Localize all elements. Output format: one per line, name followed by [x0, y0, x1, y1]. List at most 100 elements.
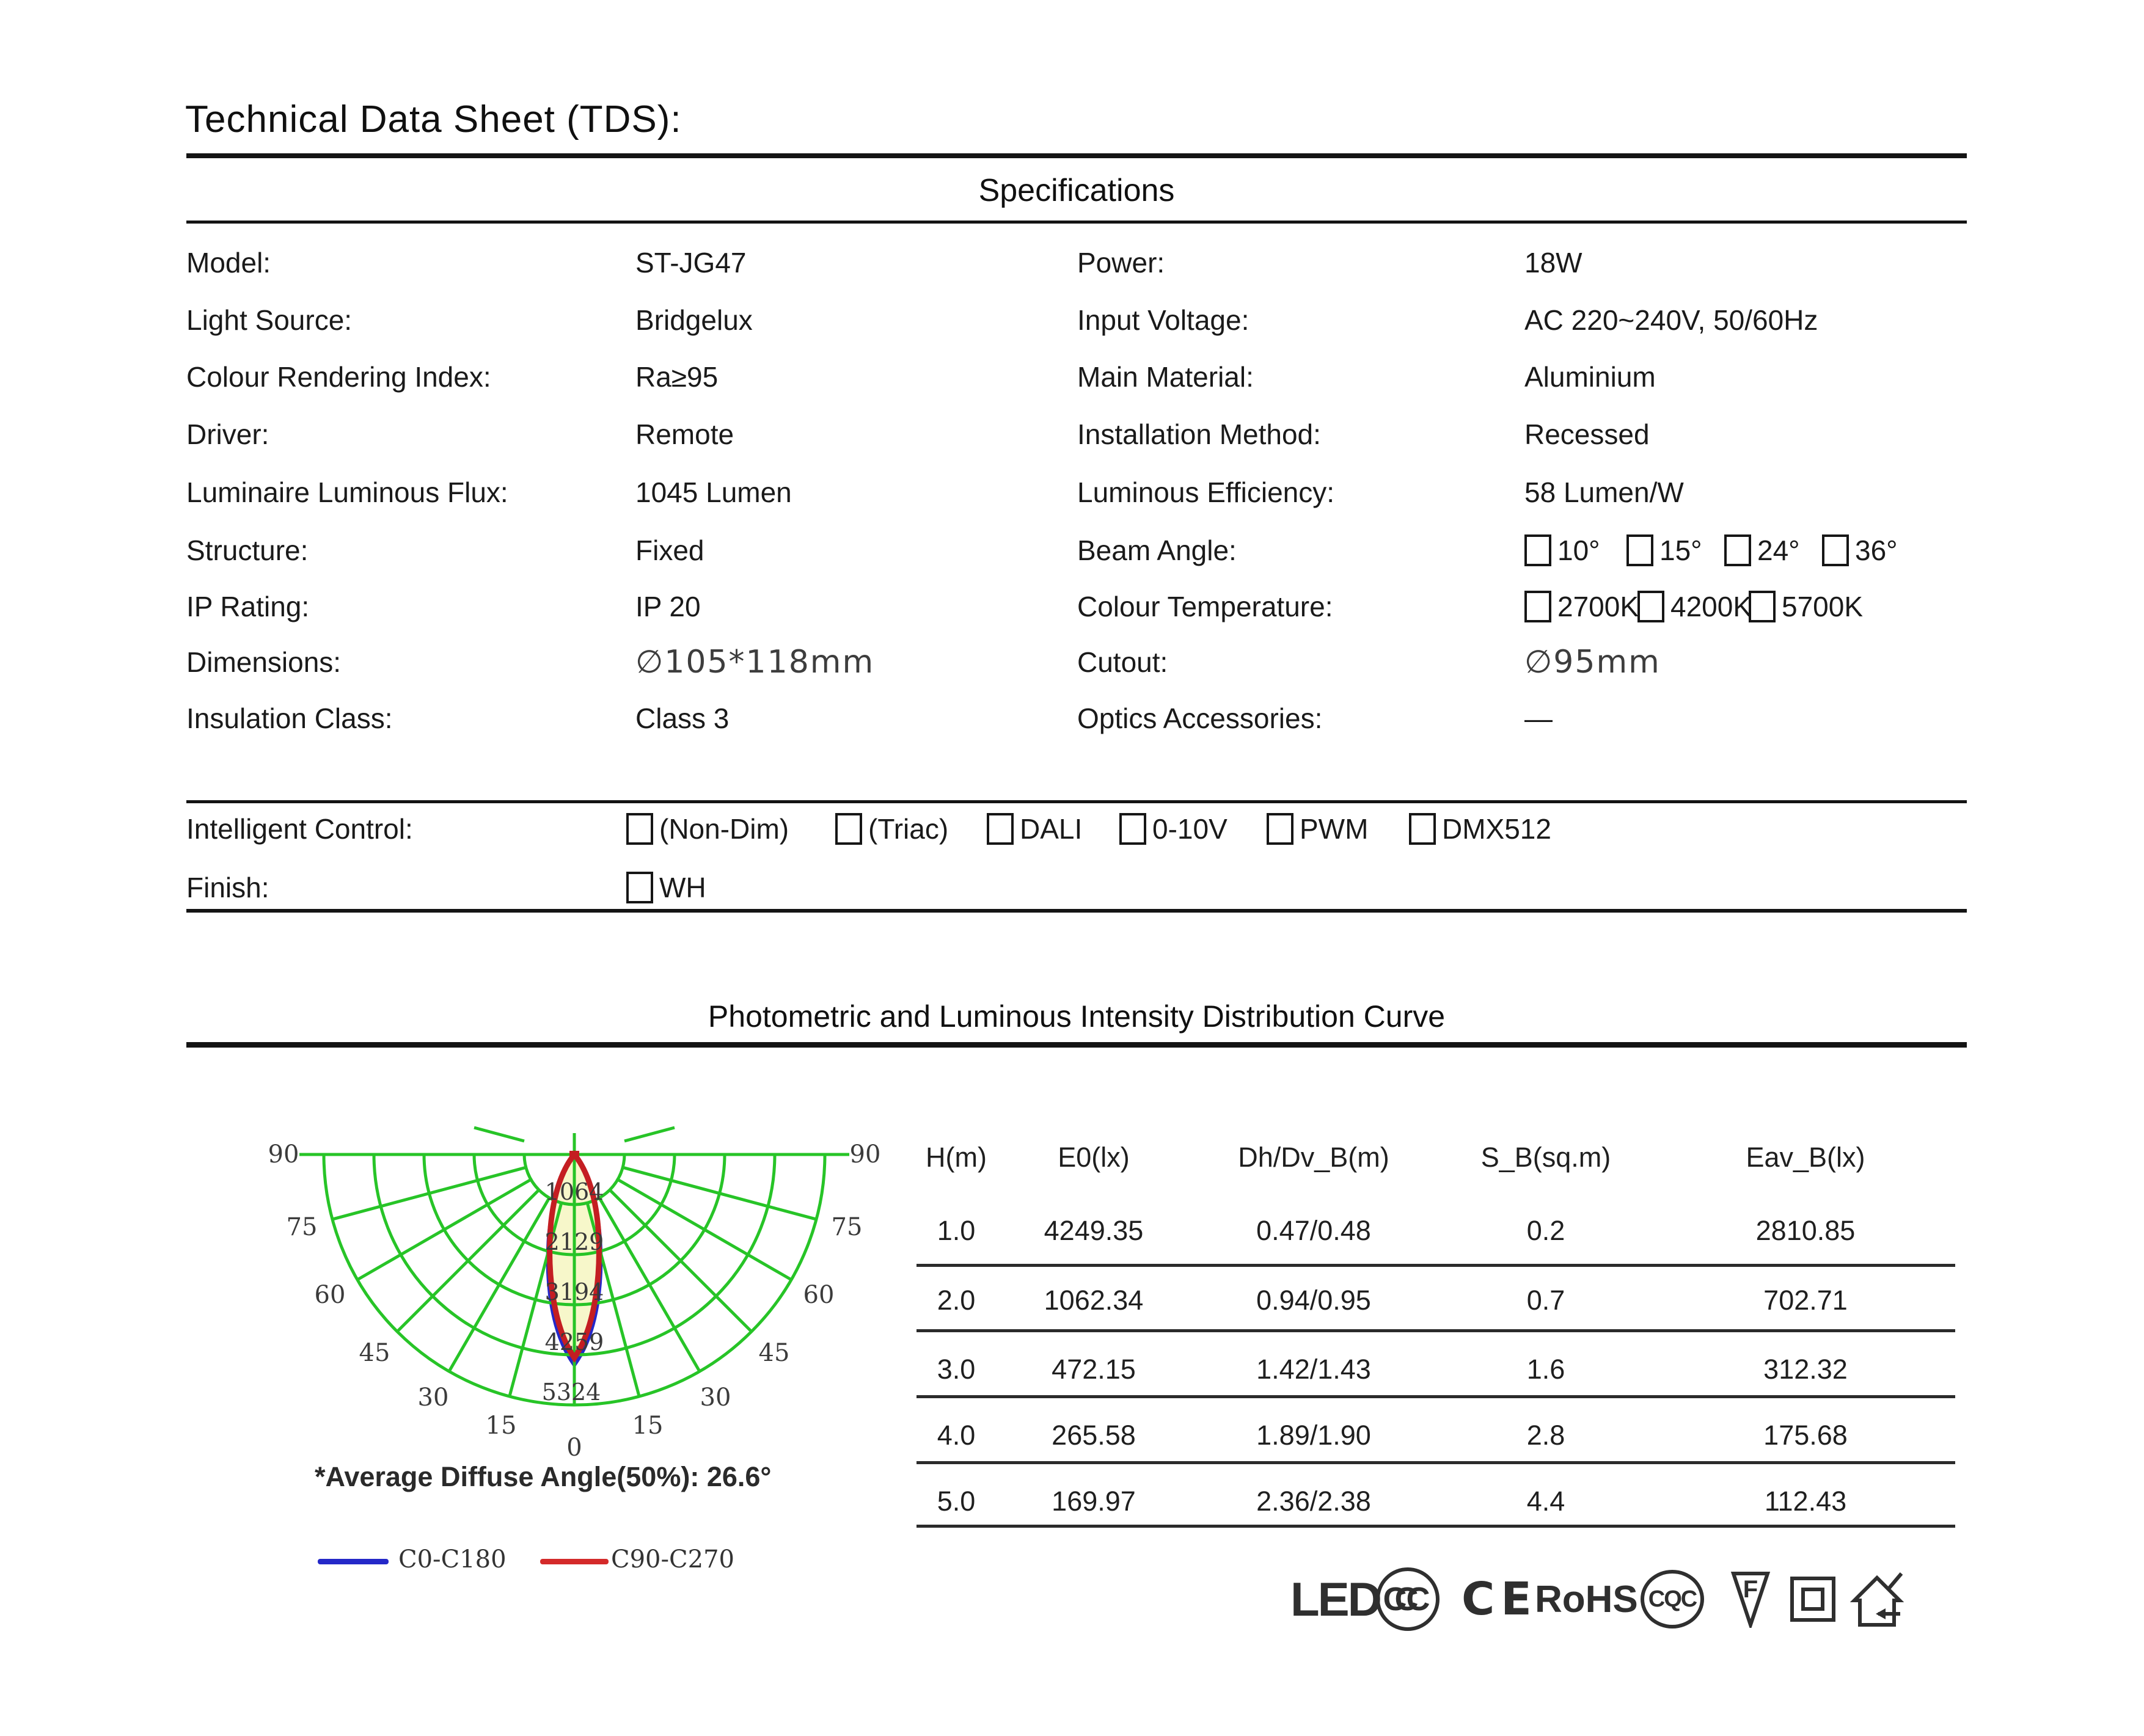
spec-row-model-power: Model: ST-JG47 Power: 18W — [0, 243, 2144, 282]
table-cell: 175.68 — [1763, 1420, 1848, 1451]
checkbox-2700k[interactable] — [1524, 591, 1551, 622]
table-cell: 112.43 — [1764, 1486, 1847, 1517]
spec-value: Fixed — [635, 534, 704, 566]
table-cell: 1.89/1.90 — [1256, 1420, 1371, 1451]
spec-row-flux-efficiency: Luminaire Luminous Flux: 1045 Lumen Lumi… — [0, 473, 2144, 512]
spec-value-dimensions: ∅105*118mm — [635, 644, 875, 680]
checkbox-0-10v[interactable] — [1119, 813, 1146, 845]
spec-label: Colour Temperature: — [1077, 591, 1333, 622]
class2-double-square-icon — [1790, 1570, 1835, 1628]
table-divider — [917, 1461, 1955, 1464]
svg-text:30: 30 — [418, 1384, 449, 1412]
table-row: 5.0 169.97 2.36/2.38 4.4 112.43 — [917, 1484, 1955, 1519]
table-cell: 0.2 — [1526, 1215, 1565, 1246]
spec-label: Finish: — [186, 872, 269, 903]
checkbox-label: WH — [659, 872, 706, 903]
spec-label: Dimensions: — [186, 646, 342, 678]
checkbox-dali[interactable] — [987, 813, 1014, 845]
checkbox-wh[interactable] — [626, 872, 653, 903]
checkbox-pwm[interactable] — [1267, 813, 1293, 845]
spec-row-dimensions-cutout: Dimensions: ∅105*118mm Cutout: ∅95mm — [0, 643, 2144, 682]
radial-tick-labels: 1064 2129 3194 4259 5324 — [542, 1178, 604, 1406]
checkbox-dmx512[interactable] — [1409, 813, 1436, 845]
spec-label: Beam Angle: — [1077, 534, 1237, 566]
table-cell: 2.8 — [1526, 1420, 1565, 1451]
checkbox-triac[interactable] — [835, 813, 862, 845]
spec-label: Light Source: — [186, 304, 353, 336]
table-cell: 1.6 — [1526, 1354, 1565, 1385]
ccc-mark-icon: CCC — [1376, 1567, 1440, 1631]
table-cell: 2810.85 — [1755, 1215, 1856, 1246]
table-cell: 312.32 — [1763, 1354, 1848, 1385]
svg-text:90: 90 — [268, 1140, 299, 1169]
lobe-origin-dot — [569, 1151, 579, 1159]
rohs-mark: RoHS — [1535, 1570, 1638, 1628]
spec-label: IP Rating: — [186, 591, 310, 622]
legend-swatch-c90-c270 — [540, 1559, 609, 1564]
colour-temp-option: 2700K — [1524, 590, 1639, 623]
svg-text:75: 75 — [287, 1213, 318, 1241]
control-option: (Triac) — [835, 812, 948, 845]
checkbox-10deg[interactable] — [1524, 534, 1551, 566]
checkbox-4200k[interactable] — [1637, 591, 1664, 622]
table-cell: 2.36/2.38 — [1256, 1486, 1371, 1517]
table-cell: 4249.35 — [1044, 1215, 1144, 1246]
spec-label: Power: — [1077, 247, 1165, 279]
spec-value: 58 Lumen/W — [1524, 476, 1684, 508]
checkbox-24deg[interactable] — [1724, 534, 1751, 566]
table-row: 4.0 265.58 1.89/1.90 2.8 175.68 — [917, 1418, 1955, 1453]
table-row: 1.0 4249.35 0.47/0.48 0.2 2810.85 — [917, 1214, 1955, 1248]
checkbox-non-dim[interactable] — [626, 813, 653, 845]
spec-label: Insulation Class: — [186, 702, 393, 734]
indoor-use-house-icon — [1850, 1570, 1904, 1628]
spec-label: Luminaire Luminous Flux: — [186, 476, 508, 508]
svg-text:15: 15 — [632, 1412, 664, 1440]
svg-text:5324: 5324 — [542, 1379, 601, 1406]
diffuse-angle-note: *Average Diffuse Angle(50%): 26.6° — [315, 1461, 772, 1492]
control-option: PWM — [1267, 812, 1368, 845]
ce-text: CE — [1462, 1573, 1538, 1625]
photometric-table: H(m) E0(lx) Dh/Dv_B(m) S_B(sq.m) Eav_B(l… — [917, 1136, 1955, 1552]
legend-swatch-c0-c180 — [318, 1559, 389, 1564]
section-title-photometric: Photometric and Luminous Intensity Distr… — [708, 999, 1446, 1034]
spec-value: 18W — [1524, 247, 1582, 279]
spec-value: Aluminium — [1524, 361, 1656, 393]
checkbox-label: 24° — [1757, 534, 1800, 566]
column-header: Dh/Dv_B(m) — [1238, 1142, 1389, 1173]
checkbox-label: DMX512 — [1442, 813, 1551, 845]
checkbox-label: PWM — [1300, 813, 1369, 845]
spec-label: Driver: — [186, 418, 269, 450]
svg-text:F: F — [1743, 1576, 1758, 1603]
legend-label-c0-c180: C0-C180 — [398, 1545, 507, 1574]
svg-text:60: 60 — [803, 1281, 835, 1309]
table-divider — [917, 1395, 1955, 1398]
legend-label-c90-c270: C90-C270 — [611, 1545, 734, 1574]
ccc-text: CCC — [1383, 1581, 1430, 1617]
svg-text:2129: 2129 — [545, 1228, 604, 1255]
table-divider — [917, 1264, 1955, 1267]
divider-specifications — [186, 221, 1967, 224]
svg-text:1064: 1064 — [545, 1178, 604, 1205]
table-cell: 1.0 — [937, 1215, 976, 1246]
table-cell: 2.0 — [937, 1285, 976, 1316]
checkbox-36deg[interactable] — [1822, 534, 1849, 566]
divider-top — [186, 153, 1967, 158]
checkbox-label: 0-10V — [1152, 813, 1227, 845]
checkbox-15deg[interactable] — [1626, 534, 1653, 566]
spec-value: Class 3 — [635, 702, 730, 734]
divider-control-top — [186, 800, 1967, 803]
spec-row-iprating-colourtemp: IP Rating: IP 20 Colour Temperature: 270… — [0, 587, 2144, 626]
spec-label: Cutout: — [1077, 646, 1168, 678]
control-option: 0-10V — [1119, 812, 1227, 845]
f-triangle-icon: F — [1730, 1570, 1771, 1628]
spec-value: Remote — [635, 418, 734, 450]
cqc-text: CQC — [1648, 1586, 1697, 1612]
checkbox-label: 10° — [1557, 534, 1600, 566]
table-cell: 169.97 — [1052, 1486, 1136, 1517]
rohs-text: RoHS — [1535, 1578, 1638, 1621]
table-cell: 3.0 — [937, 1354, 976, 1385]
divider-control-bottom — [186, 909, 1967, 913]
checkbox-5700k[interactable] — [1749, 591, 1776, 622]
spec-label: Input Voltage: — [1077, 304, 1249, 336]
